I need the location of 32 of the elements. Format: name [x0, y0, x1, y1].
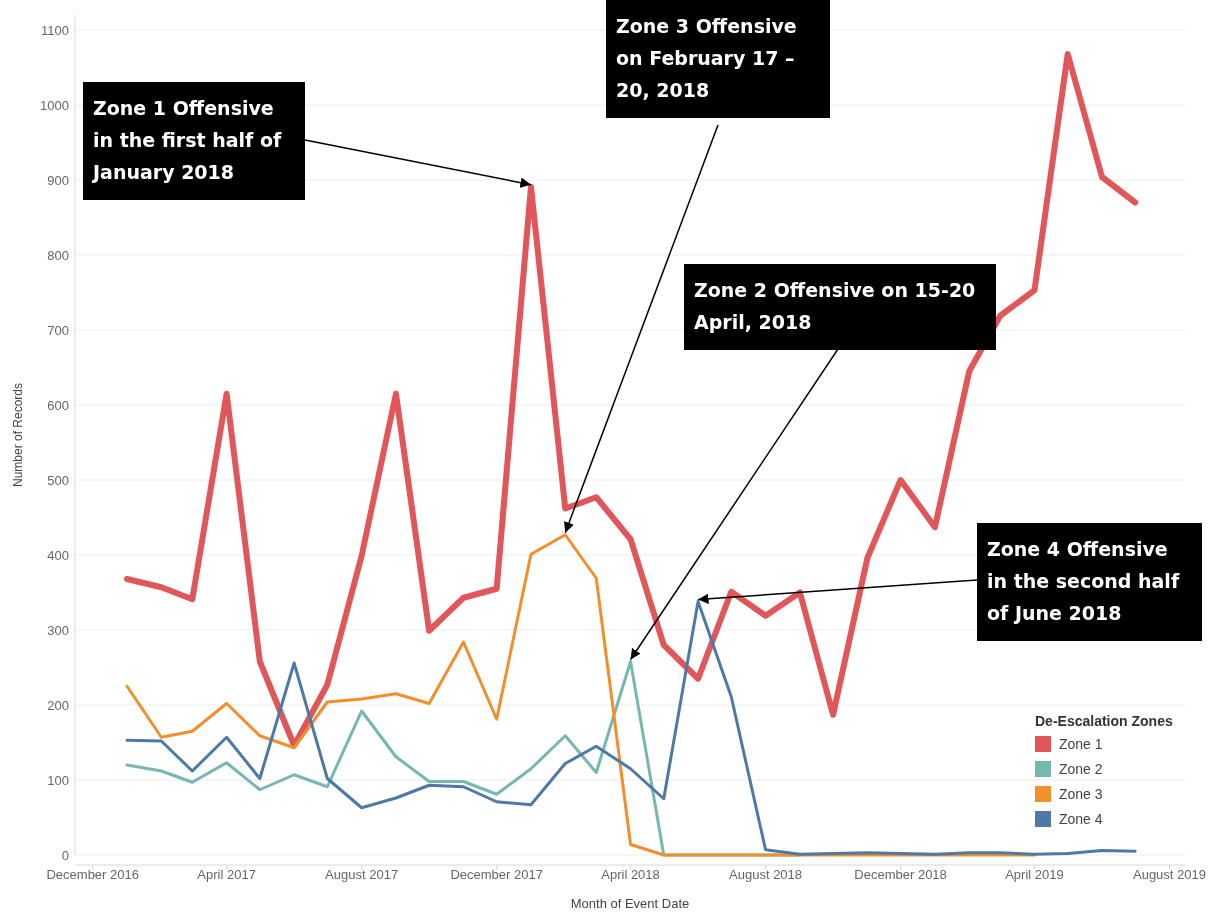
x-tick-label: April 2017	[197, 867, 256, 882]
x-tick-label: August 2018	[729, 867, 803, 882]
annotation: Zone 4 Offensive in the second half of June 2018	[977, 523, 1202, 641]
y-tick-label: 700	[47, 322, 69, 338]
y-tick-label: 800	[47, 247, 69, 263]
y-axis-title: Number of Records	[11, 382, 25, 488]
legend-title: De-Escalation Zones	[1035, 713, 1173, 729]
y-tick-label: 100	[47, 772, 69, 788]
x-tick-label: December 2018	[854, 867, 947, 882]
annotation: Zone 1 Offensive in the first half of January 2018	[83, 82, 305, 200]
x-tick-label: December 2016	[46, 867, 139, 882]
annotation: Zone 2 Offensive on 15-20 April, 2018	[684, 264, 996, 350]
x-tick-label: April 2019	[1005, 867, 1064, 882]
annotation: Zone 3 Offensive on February 17 – 20, 2018	[606, 0, 830, 118]
x-tick-label: August 2017	[325, 867, 399, 882]
y-tick-label: 0	[61, 847, 69, 863]
y-tick-label: 600	[47, 397, 69, 413]
y-tick-label: 900	[47, 172, 69, 188]
x-tick-label: December 2017	[450, 867, 543, 882]
y-tick-label: 500	[47, 472, 69, 488]
x-tick-label: April 2018	[601, 867, 660, 882]
y-tick-label: 200	[47, 697, 69, 713]
y-tick-label: 400	[47, 547, 69, 563]
x-axis-title: Month of Event Date	[570, 896, 690, 911]
y-tick-label: 1100	[41, 22, 69, 38]
legend-label: Zone 4	[1059, 811, 1103, 827]
legend-label: Zone 1	[1059, 736, 1103, 752]
y-tick-label: 300	[47, 622, 69, 638]
x-tick-label: August 2019	[1133, 867, 1207, 882]
legend-label: Zone 2	[1059, 761, 1103, 777]
legend-label: Zone 3	[1059, 786, 1103, 802]
y-tick-label: 1000	[40, 97, 69, 113]
